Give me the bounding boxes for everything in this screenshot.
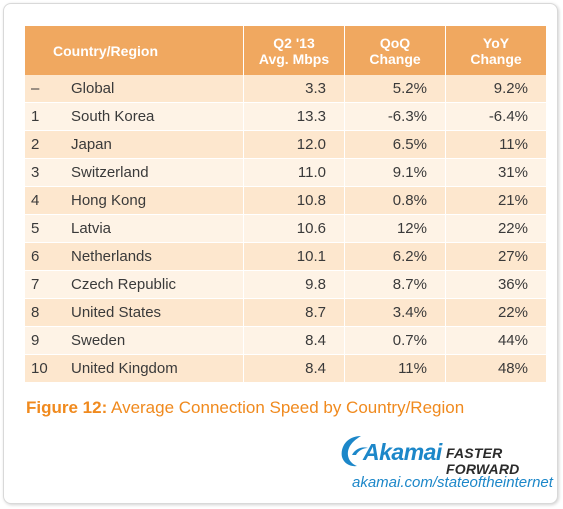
figure-title: Average Connection Speed by Country/Regi… [107,398,465,417]
row-rank: 2 [25,131,59,159]
brand-name: Akamai [363,439,442,465]
row-qoq-change: 0.8% [345,187,446,215]
row-yoy-change: 36% [446,271,546,299]
figure-number: Figure 12: [26,398,108,417]
row-yoy-change: 48% [446,355,546,383]
row-qoq-change: 11% [345,355,446,383]
table-row: 2 Japan 12.0 6.5% 11% [25,131,546,159]
table-row: 6 Netherlands 10.1 6.2% 27% [25,243,546,271]
header-avg-line2: Avg. Mbps [258,50,330,67]
akamai-wave-icon [341,436,368,467]
row-rank: 7 [25,271,59,299]
row-qoq-change: 0.7% [345,327,446,355]
row-country-name: Hong Kong [59,187,244,215]
header-avg-mbps: Q2 '13 Avg. Mbps [244,26,345,75]
row-rank: 4 [25,187,59,215]
table-row: – Global 3.3 5.2% 9.2% [25,75,546,103]
brand-tagline: FASTER FORWARD [446,445,520,477]
row-yoy-change: 27% [446,243,546,271]
table-row: 10 United Kingdom 8.4 11% 48% [25,355,546,383]
row-yoy-change: 44% [446,327,546,355]
row-country-name: Sweden [59,327,244,355]
row-qoq-change: 6.5% [345,131,446,159]
row-avg-mbps: 8.4 [244,355,345,383]
table-row: 1 South Korea 13.3 -6.3% -6.4% [25,103,546,131]
table-row: 7 Czech Republic 9.8 8.7% 36% [25,271,546,299]
table-row: 8 United States 8.7 3.4% 22% [25,299,546,327]
header-avg-line1: Q2 '13 [273,34,315,51]
row-qoq-change: 9.1% [345,159,446,187]
header-yoy-change: YoY Change [446,26,546,75]
header-country-region: Country/Region [25,26,244,75]
row-country-name: Netherlands [59,243,244,271]
row-country-name: Latvia [59,215,244,243]
row-country-name: Global [59,75,244,103]
row-avg-mbps: 10.8 [244,187,345,215]
row-yoy-change: 22% [446,215,546,243]
header-yoy-line2: Change [470,50,522,67]
row-rank: – [25,75,59,103]
row-qoq-change: 5.2% [345,75,446,103]
row-rank: 6 [25,243,59,271]
row-yoy-change: 21% [446,187,546,215]
figure-caption: Figure 12: Average Connection Speed by C… [26,398,464,418]
row-avg-mbps: 3.3 [244,75,345,103]
header-qoq-line2: Change [369,50,421,67]
row-qoq-change: 3.4% [345,299,446,327]
row-country-name: United Kingdom [59,355,244,383]
row-qoq-change: -6.3% [345,103,446,131]
table-row: 4 Hong Kong 10.8 0.8% 21% [25,187,546,215]
row-qoq-change: 6.2% [345,243,446,271]
header-yoy-line1: YoY [482,34,510,51]
row-yoy-change: 22% [446,299,546,327]
row-country-name: Czech Republic [59,271,244,299]
row-rank: 1 [25,103,59,131]
row-avg-mbps: 11.0 [244,159,345,187]
row-yoy-change: 31% [446,159,546,187]
row-avg-mbps: 12.0 [244,131,345,159]
row-avg-mbps: 13.3 [244,103,345,131]
header-qoq-line1: QoQ [379,34,411,51]
row-rank: 9 [25,327,59,355]
table-row: 3 Switzerland 11.0 9.1% 31% [25,159,546,187]
row-yoy-change: -6.4% [446,103,546,131]
row-qoq-change: 12% [345,215,446,243]
row-yoy-change: 9.2% [446,75,546,103]
header-qoq-change: QoQ Change [345,26,446,75]
row-qoq-change: 8.7% [345,271,446,299]
row-yoy-change: 11% [446,131,546,159]
table-body: – Global 3.3 5.2% 9.2% 1 South Korea 13.3 -6.3% -… [25,75,546,383]
row-avg-mbps: 10.1 [244,243,345,271]
table-row: 9 Sweden 8.4 0.7% 44% [25,327,546,355]
row-avg-mbps: 8.7 [244,299,345,327]
connection-speed-table: Country/Region Q2 '13 Avg. Mbps QoQ Chan… [25,26,546,383]
akamai-logo: Akamai FASTER FORWARD [339,433,555,477]
row-rank: 3 [25,159,59,187]
row-avg-mbps: 9.8 [244,271,345,299]
row-country-name: South Korea [59,103,244,131]
row-rank: 10 [25,355,59,383]
row-country-name: United States [59,299,244,327]
table-header-row: Country/Region Q2 '13 Avg. Mbps QoQ Chan… [25,26,546,75]
row-avg-mbps: 10.6 [244,215,345,243]
table-row: 5 Latvia 10.6 12% 22% [25,215,546,243]
brand-url: akamai.com/stateoftheinternet [352,474,553,491]
row-country-name: Japan [59,131,244,159]
row-avg-mbps: 8.4 [244,327,345,355]
row-country-name: Switzerland [59,159,244,187]
row-rank: 5 [25,215,59,243]
row-rank: 8 [25,299,59,327]
